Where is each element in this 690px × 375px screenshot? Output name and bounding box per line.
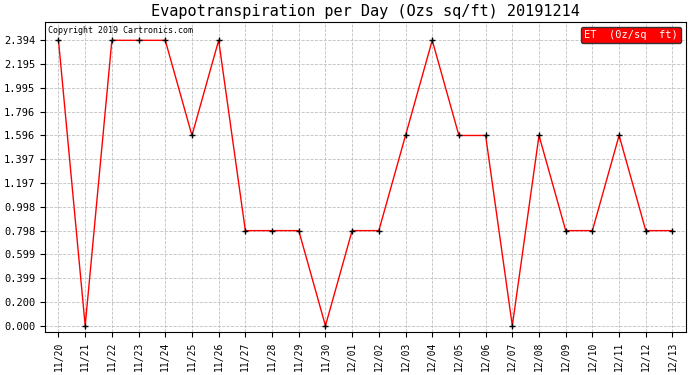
Title: Evapotranspiration per Day (Ozs sq/ft) 20191214: Evapotranspiration per Day (Ozs sq/ft) 2…: [151, 4, 580, 19]
Legend: ET  (0z/sq  ft): ET (0z/sq ft): [580, 27, 680, 43]
Text: Copyright 2019 Cartronics.com: Copyright 2019 Cartronics.com: [48, 26, 193, 35]
